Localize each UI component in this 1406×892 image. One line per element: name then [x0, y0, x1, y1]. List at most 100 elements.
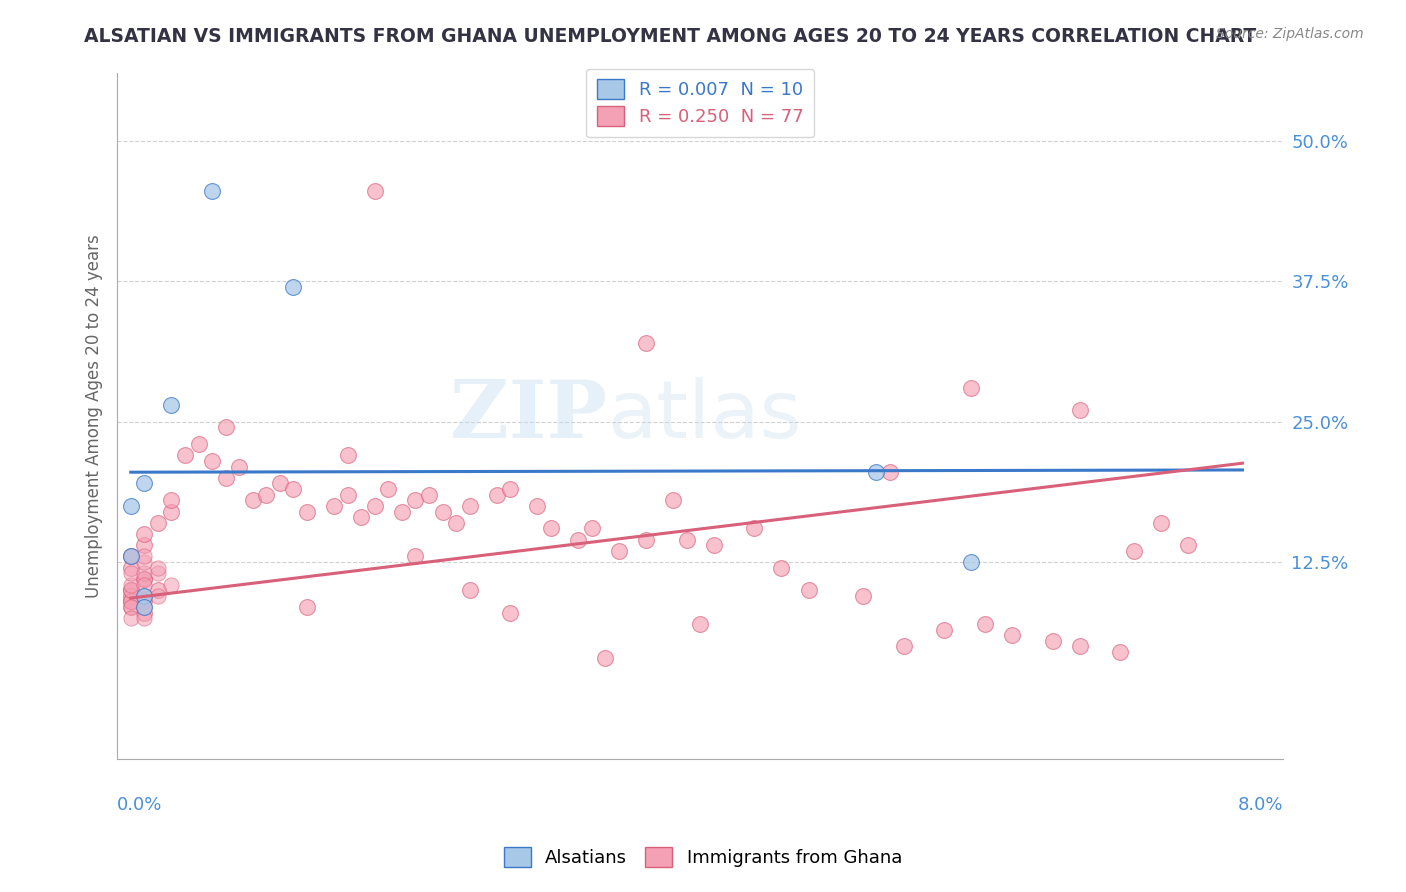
Point [120, 589, 142, 603]
Point [1177, 538, 1199, 552]
Point [1069, 403, 1091, 417]
Point [418, 488, 440, 502]
Point [364, 184, 387, 198]
Point [187, 437, 209, 451]
Point [269, 476, 291, 491]
Point [120, 611, 142, 625]
Point [404, 493, 426, 508]
Point [593, 650, 616, 665]
Point [160, 493, 183, 508]
Point [214, 471, 236, 485]
Point [120, 549, 142, 564]
Point [254, 488, 277, 502]
Point [458, 583, 481, 598]
Point [689, 616, 711, 631]
Point [444, 516, 467, 530]
Point [662, 493, 685, 508]
Point [160, 504, 183, 518]
Point [134, 600, 156, 615]
Point [540, 521, 562, 535]
Point [634, 335, 657, 350]
Point [770, 560, 793, 574]
Point [160, 398, 183, 412]
Point [960, 555, 983, 569]
Point [336, 488, 359, 502]
Point [134, 600, 156, 615]
Point [865, 465, 887, 479]
Point [134, 527, 156, 541]
Point [214, 420, 236, 434]
Point [404, 549, 426, 564]
Text: ALSATIAN VS IMMIGRANTS FROM GHANA UNEMPLOYMENT AMONG AGES 20 TO 24 YEARS CORRELA: ALSATIAN VS IMMIGRANTS FROM GHANA UNEMPL… [84, 27, 1257, 45]
Point [879, 465, 901, 479]
Point [744, 521, 766, 535]
Point [134, 549, 156, 564]
Point [973, 616, 995, 631]
Point [134, 566, 156, 581]
Point [893, 640, 915, 654]
Point [134, 555, 156, 569]
Point [146, 566, 169, 581]
Point [242, 493, 264, 508]
Point [120, 566, 142, 581]
Point [283, 279, 305, 293]
Point [1109, 645, 1132, 659]
Point [120, 583, 142, 598]
Point [567, 533, 589, 547]
Point [675, 533, 697, 547]
Point [1069, 640, 1091, 654]
Point [201, 184, 224, 198]
Text: 8.0%: 8.0% [1237, 797, 1284, 814]
Point [934, 623, 956, 637]
Point [120, 499, 142, 513]
Point [160, 577, 183, 591]
Point [134, 589, 156, 603]
Point [797, 583, 820, 598]
Point [391, 504, 413, 518]
Point [852, 589, 875, 603]
Point [323, 499, 346, 513]
Point [134, 594, 156, 608]
Point [364, 499, 387, 513]
Point [120, 600, 142, 615]
Point [1150, 516, 1173, 530]
Point [120, 549, 142, 564]
Point [499, 482, 522, 496]
Point [134, 589, 156, 603]
Legend: Alsatians, Immigrants from Ghana: Alsatians, Immigrants from Ghana [496, 839, 910, 874]
Point [120, 594, 142, 608]
Point [120, 594, 142, 608]
Point [283, 482, 305, 496]
Point [134, 572, 156, 586]
Point [1042, 633, 1064, 648]
Point [174, 448, 197, 462]
Point [146, 516, 169, 530]
Point [201, 454, 224, 468]
Point [295, 504, 318, 518]
Text: atlas: atlas [607, 377, 801, 455]
Point [120, 600, 142, 615]
Legend: R = 0.007  N = 10, R = 0.250  N = 77: R = 0.007 N = 10, R = 0.250 N = 77 [586, 69, 814, 137]
Point [134, 572, 156, 586]
Text: ZIP: ZIP [450, 377, 607, 455]
Point [146, 589, 169, 603]
Point [336, 448, 359, 462]
Point [703, 538, 725, 552]
Text: 0.0%: 0.0% [117, 797, 163, 814]
Point [134, 538, 156, 552]
Point [526, 499, 548, 513]
Point [134, 611, 156, 625]
Point [485, 488, 508, 502]
Point [607, 544, 630, 558]
Point [228, 459, 250, 474]
Point [134, 577, 156, 591]
Point [634, 533, 657, 547]
Point [146, 583, 169, 598]
Point [432, 504, 454, 518]
Point [377, 482, 399, 496]
Point [295, 600, 318, 615]
Point [350, 510, 373, 524]
Point [960, 381, 983, 395]
Point [120, 560, 142, 574]
Text: Source: ZipAtlas.com: Source: ZipAtlas.com [1216, 27, 1364, 41]
